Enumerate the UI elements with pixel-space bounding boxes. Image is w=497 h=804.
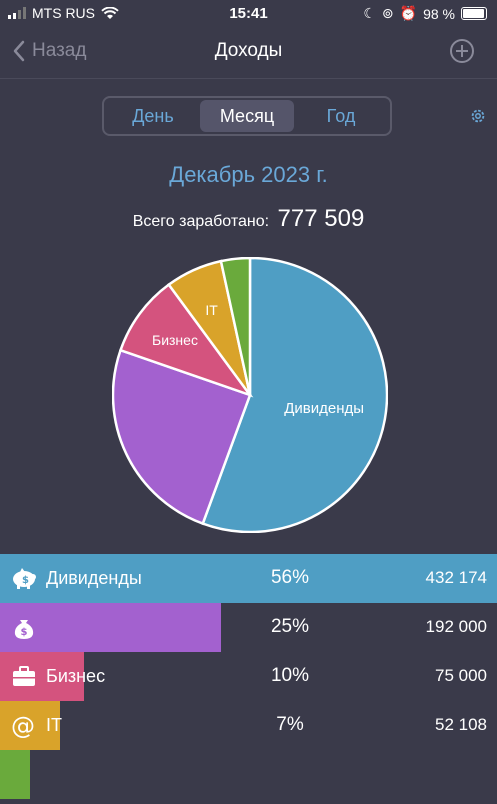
row-bar: [0, 701, 60, 750]
alarm-icon: ⏰: [399, 5, 418, 21]
page-title: Доходы: [214, 40, 283, 61]
row-bar: [0, 554, 497, 603]
status-bar: MTS RUS 15:41 ☾ ⊚ ⏰ 98 %: [0, 0, 497, 28]
svg-text:@: @: [11, 712, 35, 738]
total-earned: Всего заработано: 777 509: [0, 205, 497, 233]
period-title[interactable]: Декабрь 2023 г.: [169, 162, 328, 187]
segment-month[interactable]: Месяц: [200, 100, 294, 132]
row-percent: 25%: [270, 616, 310, 637]
briefcase-icon: [13, 666, 35, 686]
svg-text:$: $: [21, 627, 28, 638]
row-bar: [0, 750, 30, 799]
back-label: Назад: [32, 40, 87, 61]
pie-slice[interactable]: [201, 257, 388, 533]
period-segmented-control: День Месяц Год: [102, 96, 392, 136]
pie-slice-label: IT: [205, 302, 218, 318]
row-percent: 56%: [270, 567, 310, 588]
category-row-dividends[interactable]: $ Дивиденды 56% 432 174: [0, 554, 497, 603]
row-amount: 432 174: [425, 568, 487, 587]
category-row-it[interactable]: @ IT 7% 52 108: [0, 701, 497, 750]
add-button[interactable]: [450, 39, 474, 63]
row-name: Дивиденды: [46, 568, 142, 588]
chevron-left-icon: [13, 40, 25, 62]
row-amount: 192 000: [425, 617, 487, 636]
total-label: Всего заработано:: [132, 213, 270, 230]
pie-slice[interactable]: [112, 348, 252, 526]
back-button[interactable]: Назад: [12, 40, 86, 62]
row-name: Бизнес: [46, 666, 106, 686]
total-value: 777 509: [277, 205, 365, 232]
gear-icon[interactable]: [469, 107, 487, 125]
row-percent: 7%: [276, 714, 304, 735]
moon-icon: ☾: [363, 5, 376, 21]
money-bag-icon: $: [14, 620, 34, 639]
pie-slice-label: Дивиденды: [284, 400, 364, 417]
category-row-business[interactable]: Бизнес 10% 75 000: [0, 652, 497, 701]
battery-label: 98 %: [423, 5, 455, 22]
row-amount: 75 000: [435, 666, 487, 685]
row-amount: 52 108: [435, 715, 487, 734]
signal-icon: [8, 7, 26, 19]
svg-text:$: $: [22, 575, 29, 586]
income-category-list: $ Дивиденды 56% 432 174 $ 25% 192 000 Би…: [0, 554, 497, 799]
carrier-label: MTS RUS: [32, 5, 95, 21]
status-time: 15:41: [229, 5, 268, 22]
segment-day[interactable]: День: [132, 105, 174, 126]
wifi-icon: [101, 6, 119, 19]
orientation-lock-icon: ⊚: [381, 5, 394, 21]
row-bar: [0, 603, 222, 652]
segment-year[interactable]: Год: [326, 105, 356, 126]
at-sign-icon: @: [11, 712, 35, 738]
pie-slice-label: Бизнес: [152, 332, 198, 348]
nav-bar: Назад Доходы: [0, 28, 497, 79]
pie-slice[interactable]: [118, 282, 254, 398]
category-row-2[interactable]: $ 25% 192 000: [0, 603, 497, 652]
category-row-5[interactable]: [0, 750, 497, 799]
pie-slice[interactable]: [219, 257, 252, 396]
battery-icon: [461, 7, 487, 20]
row-percent: 10%: [270, 665, 310, 686]
row-name: IT: [46, 715, 62, 735]
piggy-bank-icon: $: [13, 568, 36, 589]
income-pie-chart[interactable]: Дивиденды Бизнес IT: [112, 257, 388, 533]
